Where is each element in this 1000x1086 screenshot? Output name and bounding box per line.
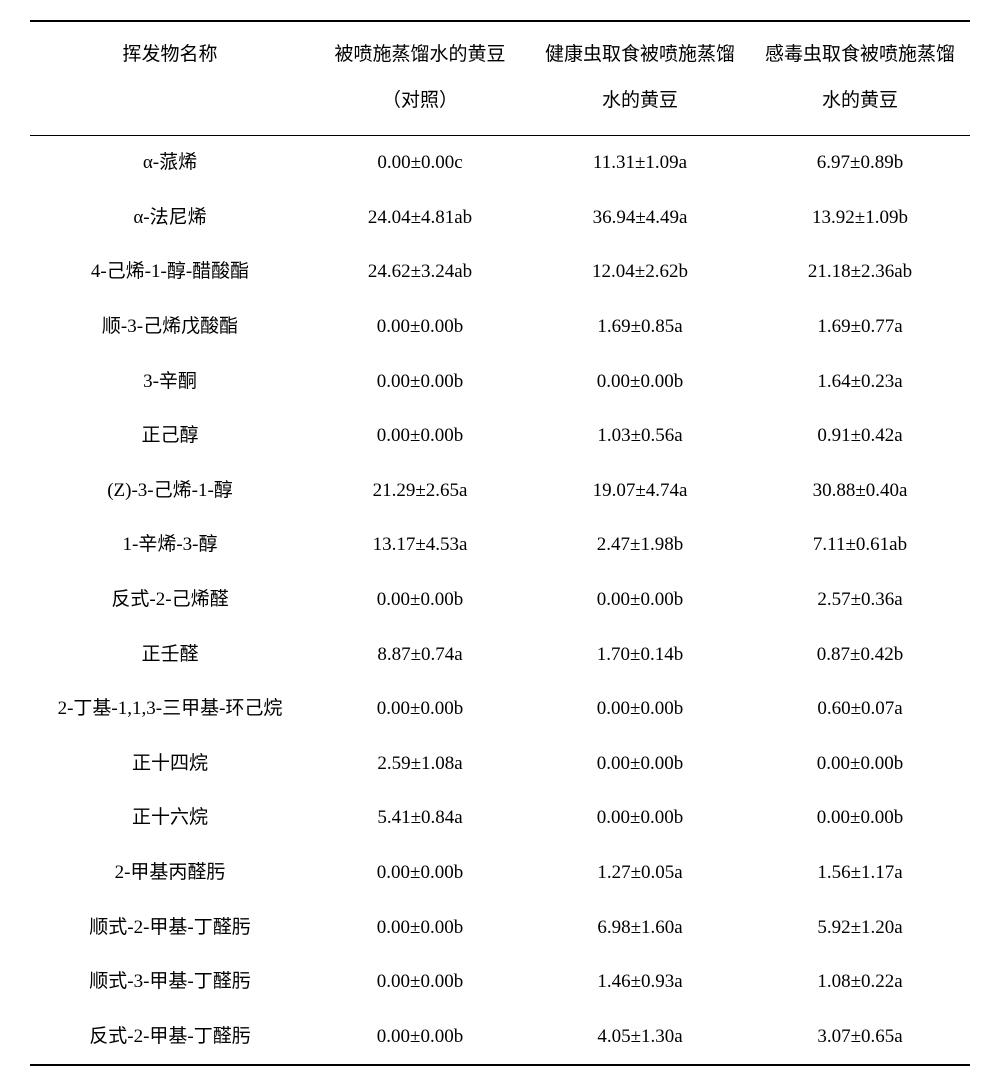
cell-infected-value: 1.64±0.23a [750,355,970,410]
cell-control-value: 0.00±0.00b [310,901,530,956]
cell-infected-value: 21.18±2.36ab [750,245,970,300]
cell-control-value: 24.04±4.81ab [310,191,530,246]
cell-control-value: 0.00±0.00b [310,682,530,737]
cell-control-value: 0.00±0.00b [310,846,530,901]
cell-healthy-value: 2.47±1.98b [530,518,750,573]
cell-control-value: 0.00±0.00b [310,573,530,628]
table-row: 正十四烷2.59±1.08a0.00±0.00b0.00±0.00b [30,737,970,792]
table-row: 3-辛酮0.00±0.00b0.00±0.00b1.64±0.23a [30,355,970,410]
table-body: α-蒎烯0.00±0.00c11.31±1.09a6.97±0.89bα-法尼烯… [30,136,970,1066]
cell-volatile-name: 正十四烷 [30,737,310,792]
cell-infected-value: 3.07±0.65a [750,1010,970,1066]
cell-infected-value: 13.92±1.09b [750,191,970,246]
cell-volatile-name: 正己醇 [30,409,310,464]
cell-healthy-value: 1.70±0.14b [530,628,750,683]
cell-control-value: 0.00±0.00b [310,1010,530,1066]
cell-infected-value: 1.69±0.77a [750,300,970,355]
table-row: 顺-3-己烯戊酸酯0.00±0.00b1.69±0.85a1.69±0.77a [30,300,970,355]
table-row: 4-己烯-1-醇-醋酸酯24.62±3.24ab12.04±2.62b21.18… [30,245,970,300]
col-header-control: 被喷施蒸馏水的黄豆（对照） [310,21,530,136]
cell-volatile-name: 反式-2-甲基-丁醛肟 [30,1010,310,1066]
cell-infected-value: 0.87±0.42b [750,628,970,683]
cell-volatile-name: 正十六烷 [30,791,310,846]
cell-healthy-value: 1.27±0.05a [530,846,750,901]
cell-healthy-value: 36.94±4.49a [530,191,750,246]
cell-healthy-value: 0.00±0.00b [530,682,750,737]
cell-control-value: 13.17±4.53a [310,518,530,573]
cell-volatile-name: 2-丁基-1,1,3-三甲基-环己烷 [30,682,310,737]
table-row: 正壬醛8.87±0.74a1.70±0.14b0.87±0.42b [30,628,970,683]
cell-healthy-value: 1.46±0.93a [530,955,750,1010]
table-row: 正十六烷5.41±0.84a0.00±0.00b0.00±0.00b [30,791,970,846]
cell-infected-value: 1.08±0.22a [750,955,970,1010]
cell-infected-value: 0.91±0.42a [750,409,970,464]
cell-healthy-value: 1.03±0.56a [530,409,750,464]
cell-control-value: 2.59±1.08a [310,737,530,792]
col-header-healthy: 健康虫取食被喷施蒸馏水的黄豆 [530,21,750,136]
cell-healthy-value: 0.00±0.00b [530,791,750,846]
table-row: 2-丁基-1,1,3-三甲基-环己烷0.00±0.00b0.00±0.00b0.… [30,682,970,737]
cell-control-value: 0.00±0.00b [310,409,530,464]
cell-infected-value: 30.88±0.40a [750,464,970,519]
col-header-name: 挥发物名称 [30,21,310,136]
cell-volatile-name: (Z)-3-己烯-1-醇 [30,464,310,519]
cell-infected-value: 1.56±1.17a [750,846,970,901]
cell-infected-value: 5.92±1.20a [750,901,970,956]
cell-control-value: 0.00±0.00b [310,300,530,355]
cell-healthy-value: 6.98±1.60a [530,901,750,956]
table-row: α-蒎烯0.00±0.00c11.31±1.09a6.97±0.89b [30,136,970,191]
table-row: 顺式-2-甲基-丁醛肟0.00±0.00b6.98±1.60a5.92±1.20… [30,901,970,956]
cell-healthy-value: 0.00±0.00b [530,573,750,628]
cell-volatile-name: 顺-3-己烯戊酸酯 [30,300,310,355]
cell-volatile-name: 1-辛烯-3-醇 [30,518,310,573]
cell-infected-value: 0.00±0.00b [750,737,970,792]
cell-control-value: 8.87±0.74a [310,628,530,683]
cell-infected-value: 0.00±0.00b [750,791,970,846]
table-row: 1-辛烯-3-醇13.17±4.53a2.47±1.98b7.11±0.61ab [30,518,970,573]
table-row: 正己醇0.00±0.00b1.03±0.56a0.91±0.42a [30,409,970,464]
cell-control-value: 21.29±2.65a [310,464,530,519]
cell-volatile-name: α-法尼烯 [30,191,310,246]
table-row: 反式-2-甲基-丁醛肟0.00±0.00b4.05±1.30a3.07±0.65… [30,1010,970,1066]
cell-volatile-name: 正壬醛 [30,628,310,683]
cell-healthy-value: 11.31±1.09a [530,136,750,191]
cell-volatile-name: 顺式-3-甲基-丁醛肟 [30,955,310,1010]
table-row: 顺式-3-甲基-丁醛肟0.00±0.00b1.46±0.93a1.08±0.22… [30,955,970,1010]
cell-infected-value: 6.97±0.89b [750,136,970,191]
cell-volatile-name: 顺式-2-甲基-丁醛肟 [30,901,310,956]
table-header-row: 挥发物名称 被喷施蒸馏水的黄豆（对照） 健康虫取食被喷施蒸馏水的黄豆 感毒虫取食… [30,21,970,136]
cell-control-value: 0.00±0.00b [310,355,530,410]
table-row: 反式-2-己烯醛0.00±0.00b0.00±0.00b2.57±0.36a [30,573,970,628]
cell-infected-value: 0.60±0.07a [750,682,970,737]
table-row: α-法尼烯24.04±4.81ab36.94±4.49a13.92±1.09b [30,191,970,246]
cell-healthy-value: 0.00±0.00b [530,737,750,792]
cell-control-value: 0.00±0.00b [310,955,530,1010]
cell-healthy-value: 0.00±0.00b [530,355,750,410]
col-header-infected: 感毒虫取食被喷施蒸馏水的黄豆 [750,21,970,136]
cell-control-value: 0.00±0.00c [310,136,530,191]
cell-control-value: 5.41±0.84a [310,791,530,846]
cell-volatile-name: 4-己烯-1-醇-醋酸酯 [30,245,310,300]
table-row: 2-甲基丙醛肟0.00±0.00b1.27±0.05a1.56±1.17a [30,846,970,901]
cell-volatile-name: 反式-2-己烯醛 [30,573,310,628]
cell-healthy-value: 12.04±2.62b [530,245,750,300]
cell-control-value: 24.62±3.24ab [310,245,530,300]
cell-volatile-name: α-蒎烯 [30,136,310,191]
table-row: (Z)-3-己烯-1-醇21.29±2.65a19.07±4.74a30.88±… [30,464,970,519]
cell-healthy-value: 19.07±4.74a [530,464,750,519]
cell-healthy-value: 4.05±1.30a [530,1010,750,1066]
cell-healthy-value: 1.69±0.85a [530,300,750,355]
cell-volatile-name: 2-甲基丙醛肟 [30,846,310,901]
cell-volatile-name: 3-辛酮 [30,355,310,410]
volatiles-table: 挥发物名称 被喷施蒸馏水的黄豆（对照） 健康虫取食被喷施蒸馏水的黄豆 感毒虫取食… [30,20,970,1066]
cell-infected-value: 7.11±0.61ab [750,518,970,573]
cell-infected-value: 2.57±0.36a [750,573,970,628]
